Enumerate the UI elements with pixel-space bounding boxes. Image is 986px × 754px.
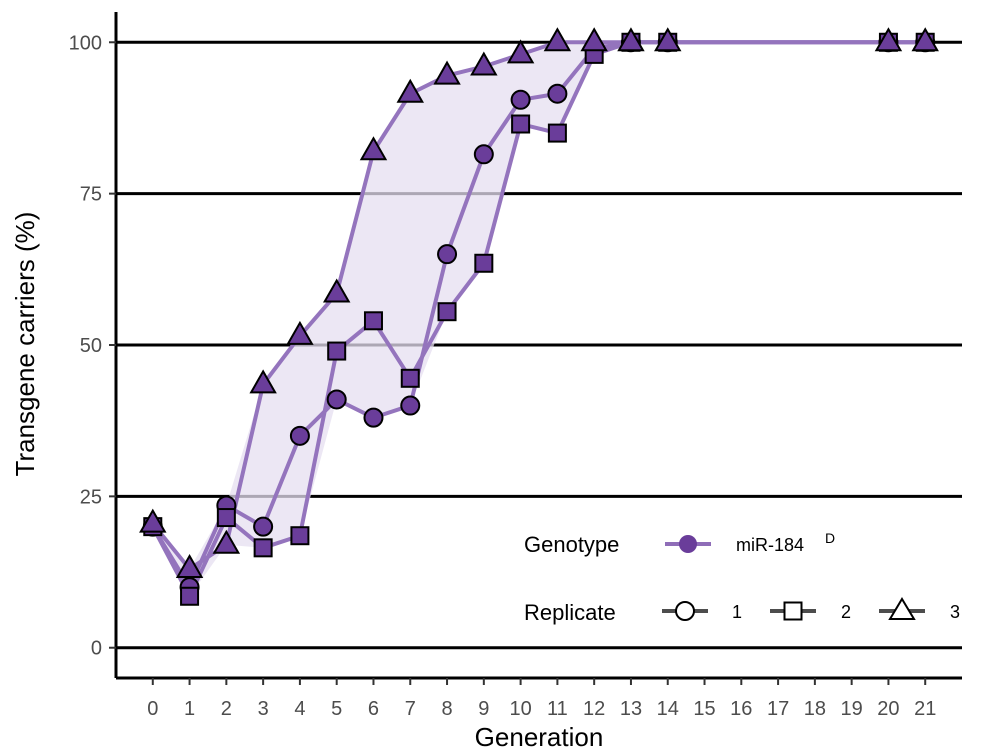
x-tick-label-20: 20: [877, 698, 899, 720]
point-rep3-gen2: [212, 529, 241, 554]
y-tick-labels: 0 25 50 75 100: [69, 32, 116, 660]
x-tick-label-1: 1: [184, 698, 195, 720]
x-tick-label-3: 3: [258, 698, 269, 720]
x-tick-label-17: 17: [767, 698, 789, 720]
point-rep1-gen6: [363, 407, 384, 428]
point-rep3-gen3: [249, 369, 277, 394]
point-rep3-gen4: [286, 320, 314, 345]
legend-replicate-title: Replicate: [524, 600, 616, 625]
x-tick-label-0: 0: [147, 698, 158, 720]
point-rep2-gen1: [180, 586, 200, 606]
point-rep3-gen5: [322, 278, 351, 303]
x-tick-label-12: 12: [583, 698, 605, 720]
x-tick-label-7: 7: [405, 698, 416, 720]
legend-replicate-2-marker: [783, 601, 803, 621]
point-rep2-gen6: [363, 311, 383, 331]
x-tick-label-13: 13: [620, 698, 642, 720]
point-rep3-gen21: [911, 27, 939, 52]
point-rep3-gen0: [139, 508, 167, 533]
legend-replicate-1-label: 1: [732, 602, 742, 622]
x-tick-label-5: 5: [331, 698, 342, 720]
point-rep2-gen5: [327, 341, 347, 361]
point-rep2-gen7: [400, 368, 420, 388]
x-axis-title: Generation: [475, 722, 604, 752]
legend-genotype-superscript: D: [825, 530, 835, 546]
legend-replicate-2-label: 2: [841, 602, 851, 622]
point-rep2-gen4: [290, 526, 310, 546]
x-tick-label-15: 15: [693, 698, 715, 720]
point-rep3-gen20: [874, 27, 903, 52]
x-tick-label-6: 6: [368, 698, 379, 720]
point-rep3-gen8: [433, 60, 461, 85]
y-tick-label-25: 25: [80, 486, 102, 508]
x-tick-label-11: 11: [547, 698, 568, 720]
x-tick-label-8: 8: [441, 698, 452, 720]
point-rep2-gen10: [511, 114, 531, 134]
legend-genotype-marker: [679, 535, 697, 553]
y-tick-label-100: 100: [69, 32, 102, 54]
x-tick-label-14: 14: [657, 698, 679, 720]
point-rep3-gen11: [543, 27, 572, 52]
point-rep1-gen5: [326, 389, 347, 410]
legend-replicate-3-marker: [888, 597, 916, 620]
y-tick-label-75: 75: [80, 184, 102, 206]
point-rep3-gen6: [359, 136, 388, 161]
y-axis-title: Transgene carriers (%): [10, 212, 40, 477]
point-rep2-gen11: [547, 123, 567, 143]
legend-replicate-1-marker: [675, 601, 695, 621]
point-rep2-gen3: [253, 538, 273, 558]
point-rep3-gen12: [580, 27, 608, 52]
x-tick-labels: 0 1 2 3 4 5 6 7 8 9 10 11 12 13 14 15 16 17 18 19 20 21: [147, 678, 936, 720]
point-rep1-gen8: [437, 244, 458, 265]
x-tick-label-19: 19: [841, 698, 863, 720]
series-points: [139, 27, 939, 606]
legend-genotype-title: Genotype: [524, 532, 619, 557]
point-rep3-gen9: [470, 51, 498, 76]
legend: Genotype miR-184 D Replicate 1 2 3: [524, 530, 960, 625]
x-tick-label-9: 9: [478, 698, 489, 720]
point-rep1-gen3: [253, 516, 274, 537]
x-tick-label-4: 4: [294, 698, 305, 720]
legend-replicate-3-label: 3: [950, 602, 960, 622]
point-rep2-gen8: [437, 302, 457, 322]
x-tick-label-16: 16: [730, 698, 752, 720]
x-tick-label-18: 18: [804, 698, 826, 720]
point-rep3-gen14: [654, 27, 682, 52]
point-rep1-gen4: [289, 425, 310, 446]
point-rep1-gen11: [547, 83, 568, 104]
y-tick-label-0: 0: [91, 638, 102, 660]
point-rep3-gen1: [175, 554, 204, 579]
point-rep2-gen9: [474, 253, 494, 273]
x-tick-label-21: 21: [914, 698, 936, 720]
point-rep3-gen10: [506, 39, 535, 64]
x-tick-label-10: 10: [509, 698, 531, 720]
y-tick-label-50: 50: [80, 335, 102, 357]
point-rep1-gen10: [510, 89, 531, 110]
point-rep3-gen7: [396, 78, 424, 103]
x-tick-label-2: 2: [221, 698, 232, 720]
point-rep1-gen9: [473, 144, 494, 165]
legend-genotype-label: miR-184: [736, 535, 804, 555]
point-rep1-gen7: [400, 395, 421, 416]
point-rep3-gen13: [617, 27, 645, 52]
point-rep2-gen2: [216, 508, 236, 528]
